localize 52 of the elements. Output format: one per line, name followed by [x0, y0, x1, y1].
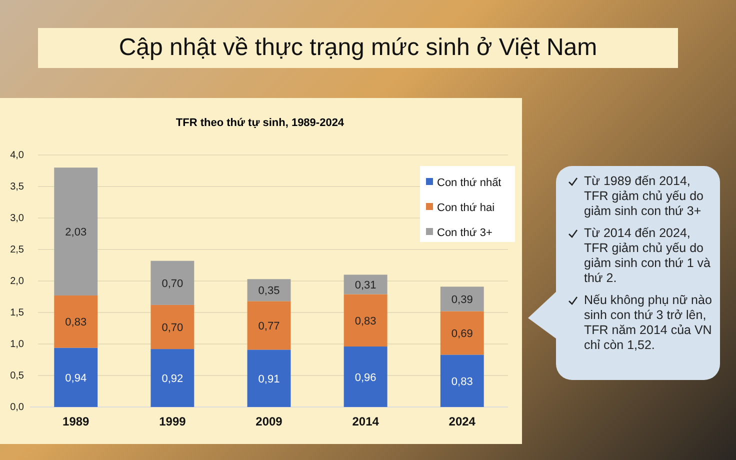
- y-tick-label: 3,0: [10, 213, 24, 224]
- bar: [247, 350, 291, 407]
- bar: [247, 279, 291, 302]
- bar: [54, 348, 98, 407]
- data-label: 0,94: [65, 372, 87, 384]
- text: Nếu không phụ nữ nào sinh con thứ 3 trở lên, TFR năm 2014 của VN chỉ còn 1,52.: [584, 293, 712, 352]
- x-tick-label: 1999: [159, 414, 186, 429]
- data-label: 0,70: [162, 278, 184, 290]
- data-label: 0,70: [162, 322, 184, 334]
- data-label: 0,83: [451, 376, 473, 388]
- y-tick-label: 1,5: [10, 308, 24, 319]
- chart-subtitle: TFR theo thứ tự sinh, 1989-2024: [176, 117, 345, 129]
- data-label: 0,39: [451, 294, 473, 306]
- y-tick-label: 2,0: [10, 276, 24, 288]
- text: Từ 1989 đến 2014, TFR giảm chủ yếu do giảm sinh con thứ 3+: [584, 174, 704, 218]
- bar: [150, 349, 194, 407]
- data-label: 0,77: [258, 320, 280, 332]
- bar: [150, 260, 194, 305]
- x-tick-label: 2009: [256, 414, 283, 429]
- bar: [344, 346, 388, 407]
- bar: [54, 295, 98, 348]
- legend-label: Con thứ hai: [437, 202, 495, 214]
- y-tick-label: 0,5: [10, 370, 24, 382]
- data-label: 0,83: [354, 315, 376, 328]
- data-label: 0,96: [354, 372, 376, 384]
- y-tick-label: 4,0: [10, 150, 24, 162]
- legend-label: Con thứ 3+: [437, 227, 492, 239]
- bar: [440, 311, 484, 355]
- bar: [440, 354, 484, 407]
- x-tick-label: 2024: [448, 414, 476, 429]
- legend-label: Con thứ nhất: [437, 177, 502, 189]
- data-label: 2,03: [65, 226, 87, 239]
- data-label: 0,35: [258, 285, 280, 298]
- x-tick-label: 2014: [352, 414, 380, 429]
- text: Từ 2014 đến 2024, TFR giảm chủ yếu do giảm sinh con thứ 1 và thứ 2.: [584, 226, 710, 285]
- bar: [344, 274, 388, 294]
- bar: [344, 294, 388, 347]
- y-tick-label: 0,0: [10, 402, 24, 414]
- y-tick-label: 2,5: [10, 244, 24, 256]
- bar: [54, 168, 98, 296]
- bar: [247, 301, 291, 350]
- chart-title: Cập nhật về thực trạng mức sinh ở Việt Nam: [38, 28, 678, 68]
- y-tick-label: 1,0: [10, 339, 24, 350]
- y-tick-label: 3,5: [10, 182, 24, 193]
- data-label: 0,91: [258, 373, 280, 386]
- bar: [150, 304, 194, 350]
- data-label: 0,83: [65, 316, 87, 329]
- x-tick-label: 1989: [62, 414, 90, 429]
- data-label: 0,69: [451, 328, 473, 340]
- data-label: 0,31: [354, 279, 376, 292]
- bar: [440, 286, 484, 312]
- data-label: 0,92: [162, 373, 184, 386]
